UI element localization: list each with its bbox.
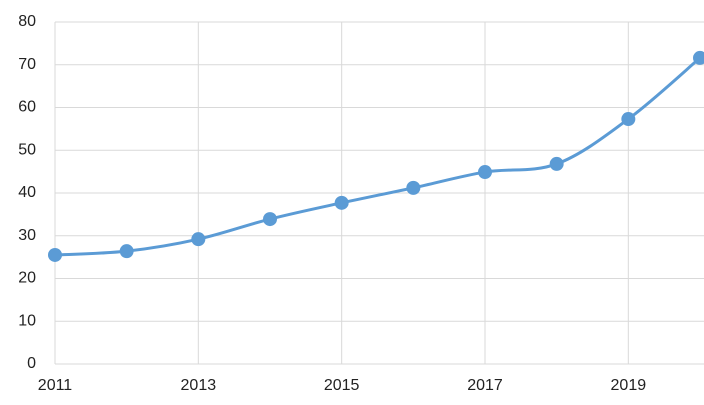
marker — [120, 244, 134, 258]
marker — [550, 157, 564, 171]
marker — [406, 181, 420, 195]
x-tick-label: 2019 — [611, 377, 647, 394]
marker — [263, 212, 277, 226]
chart: 0 10 20 30 40 50 60 70 80 2011 2013 2015 2017 2019 — [0, 0, 704, 405]
y-tick-label: 80 — [18, 13, 36, 30]
x-tick-label: 2017 — [467, 377, 503, 394]
marker — [621, 112, 635, 126]
marker — [48, 248, 62, 262]
marker — [335, 196, 349, 210]
y-tick-label: 50 — [18, 141, 36, 158]
y-tick-label: 40 — [18, 184, 36, 201]
x-tick-label: 2011 — [38, 377, 73, 394]
line — [55, 58, 700, 255]
marker — [191, 232, 205, 246]
y-tick-label: 20 — [18, 270, 36, 287]
y-tick-label: 70 — [18, 56, 36, 73]
y-tick-label: 0 — [27, 355, 36, 372]
y-tick-label: 10 — [18, 312, 36, 329]
x-tick-label: 2015 — [324, 377, 360, 394]
x-tick-label: 2013 — [181, 377, 217, 394]
y-tick-label: 30 — [18, 227, 36, 244]
y-tick-label: 60 — [18, 99, 36, 116]
marker — [478, 165, 492, 179]
